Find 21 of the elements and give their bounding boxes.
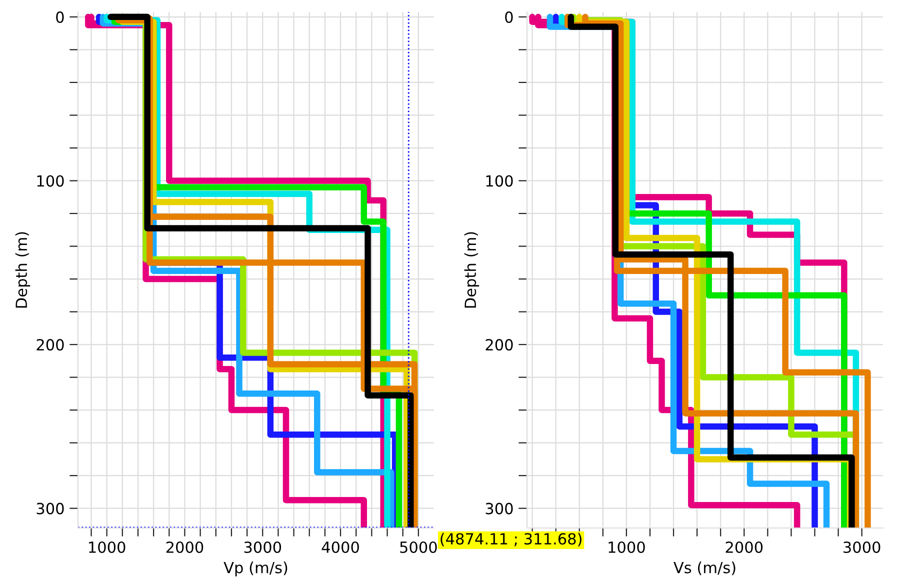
- x-tick-label: 2000: [166, 541, 204, 554]
- x-tick-label: 5000: [400, 541, 437, 554]
- y-tick-label: 100: [37, 175, 64, 187]
- x-tick-label: 2000: [726, 541, 763, 554]
- x-tick-label: 4000: [322, 541, 359, 554]
- x-tick-label: 3000: [244, 541, 282, 554]
- x-tick-label: 1000: [608, 541, 645, 554]
- y-tick-label: 300: [486, 502, 513, 514]
- y-tick-label: 0: [505, 11, 513, 23]
- y-axis-title: Depth (m): [15, 232, 30, 308]
- x-axis-title: Vp (m/s): [224, 562, 288, 576]
- text: (4874.11 ; 311.68): [440, 532, 582, 546]
- y-tick-label: 0: [56, 11, 64, 23]
- y-axis-title: Depth (m): [464, 232, 480, 308]
- x-axis-title: Vs (m/s): [674, 562, 736, 576]
- y-tick-label: 200: [36, 339, 64, 351]
- x-tick-label: 1000: [89, 541, 126, 554]
- y-tick-label: 300: [36, 502, 64, 514]
- y-tick-label: 100: [486, 175, 513, 187]
- x-tick-label: 3000: [844, 541, 880, 554]
- y-tick-label: 200: [486, 339, 513, 351]
